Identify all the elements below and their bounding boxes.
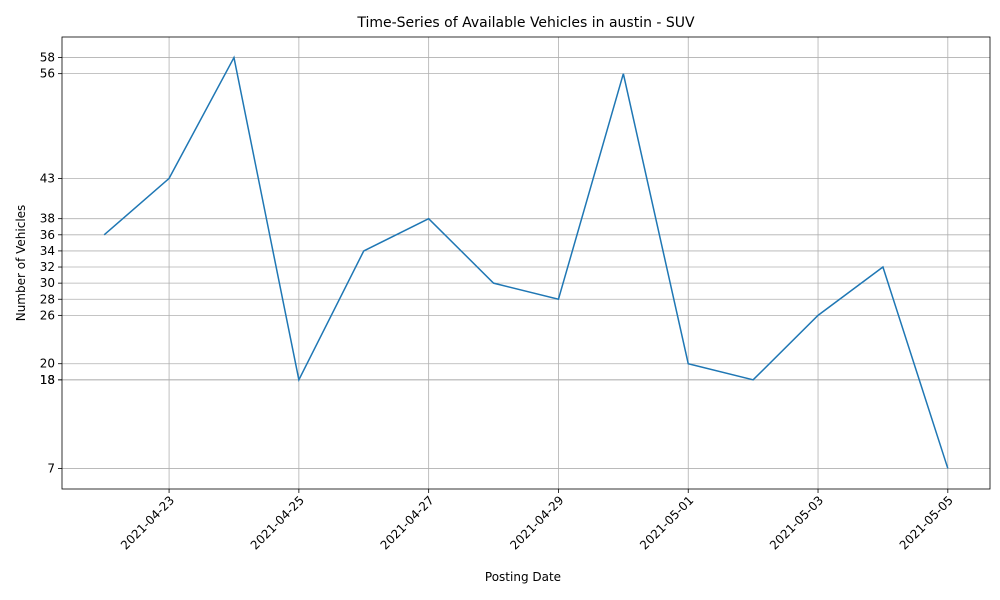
chart-title: Time-Series of Available Vehicles in aus… (356, 15, 695, 31)
y-tick-label: 18 (40, 373, 55, 387)
y-tick-label: 38 (40, 212, 55, 226)
y-tick-label: 20 (40, 357, 55, 371)
y-tick-label: 36 (40, 228, 55, 242)
y-tick-label: 58 (40, 51, 55, 65)
y-tick-label: 26 (40, 308, 55, 322)
y-tick-label: 7 (47, 461, 55, 475)
y-tick-label: 56 (40, 67, 55, 81)
x-axis-label: Posting Date (485, 570, 561, 584)
x-tick-label: 2021-04-29 (507, 493, 566, 552)
y-tick-label: 34 (40, 244, 55, 258)
x-tick-label: 2021-05-03 (767, 493, 826, 552)
y-axis-label: Number of Vehicles (14, 205, 28, 322)
x-tick-label: 2021-04-23 (118, 493, 177, 552)
x-tick-label: 2021-04-25 (248, 493, 307, 552)
x-tick-label: 2021-05-01 (637, 493, 696, 552)
y-tick-label: 32 (40, 260, 55, 274)
y-tick-label: 18 (40, 373, 55, 387)
x-tick-label: 2021-04-27 (378, 493, 437, 552)
y-tick-label: 43 (40, 171, 55, 185)
plot-frame (61, 36, 991, 490)
data-line (103, 55, 949, 469)
y-tick-label: 28 (40, 292, 55, 306)
y-tick-label: 30 (40, 276, 55, 290)
x-tick-label: 2021-05-05 (897, 493, 956, 552)
